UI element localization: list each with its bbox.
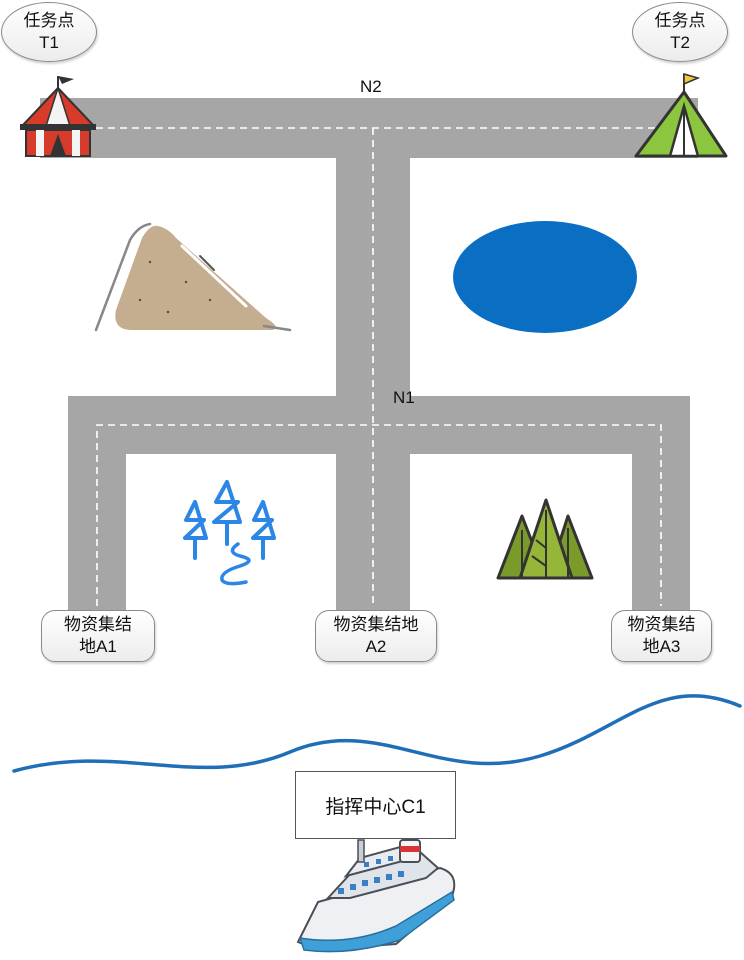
task-point-label: 任务点 [23,11,75,30]
road-label-n2: N2 [360,77,382,96]
supply-depot-a2[interactable]: 物资集结地 A2 [315,610,437,662]
depot-label-line2: 地A3 [642,637,681,656]
camping-tent-icon [634,73,728,158]
supply-depot-a1[interactable]: 物资集结 地A1 [41,610,155,662]
task-point-t1[interactable]: 任务点 T1 [1,2,97,62]
depot-label-line1: 物资集结地 [333,615,419,634]
command-center-box[interactable]: 指挥中心C1 [295,771,456,839]
depot-label-line1: 物资集结 [627,615,696,634]
mountain-icon [94,222,292,332]
task-point-label: 任务点 [654,11,706,30]
depot-label-line2: A2 [365,637,387,656]
lake-icon [453,221,637,333]
road-network [40,98,698,610]
depot-label-line2: 地A1 [79,637,117,656]
task-point-t2[interactable]: 任务点 T2 [632,2,728,62]
pine-forest-icon [183,480,276,586]
depot-label-line1: 物资集结 [64,615,132,634]
lane-markings [72,127,670,606]
task-point-id: T2 [670,33,690,52]
ship-icon [296,839,456,953]
circus-tent-icon [19,76,97,157]
command-center-label: 指挥中心C1 [325,796,426,818]
supply-depot-a3[interactable]: 物资集结 地A3 [611,610,712,662]
green-forest-icon [496,498,594,580]
river-icon [12,694,742,773]
road-label-n1: N1 [393,388,415,407]
task-point-id: T1 [39,33,59,52]
